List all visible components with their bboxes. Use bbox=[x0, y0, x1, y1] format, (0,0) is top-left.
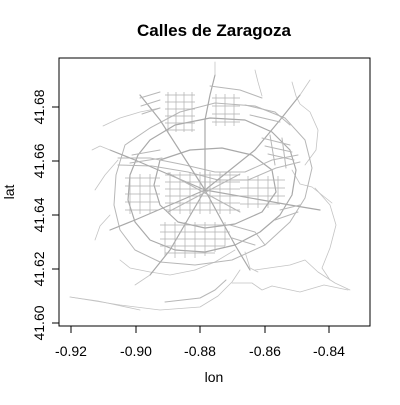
map-title: Calles de Zaragoza bbox=[137, 21, 292, 40]
x-tick-label: -0.86 bbox=[249, 343, 281, 359]
west-district-grid bbox=[125, 149, 163, 214]
east-district-grid bbox=[261, 134, 301, 221]
south-district-grid bbox=[160, 222, 266, 258]
x-axis-label: lon bbox=[205, 369, 224, 385]
y-tick-label: 41.62 bbox=[31, 251, 47, 286]
street-network bbox=[69, 61, 351, 311]
x-tick-label: -0.92 bbox=[55, 343, 87, 359]
y-tick-label: 41.68 bbox=[31, 89, 47, 124]
y-axis-label: lat bbox=[1, 185, 17, 200]
central-district-grid bbox=[165, 172, 285, 214]
x-tick-label: -0.84 bbox=[313, 343, 345, 359]
y-tick-label: 41.60 bbox=[31, 305, 47, 340]
x-tick-label: -0.88 bbox=[184, 343, 216, 359]
y-tick-label: 41.66 bbox=[31, 143, 47, 178]
plot-frame bbox=[58, 57, 371, 327]
x-axis: -0.92 -0.90 -0.88 -0.86 -0.84 lon bbox=[55, 326, 345, 385]
y-axis: 41.60 41.62 41.64 41.66 41.68 lat bbox=[1, 89, 59, 341]
y-tick-label: 41.64 bbox=[31, 197, 47, 232]
x-tick-label: -0.90 bbox=[120, 343, 152, 359]
north-district-grid bbox=[139, 85, 291, 132]
